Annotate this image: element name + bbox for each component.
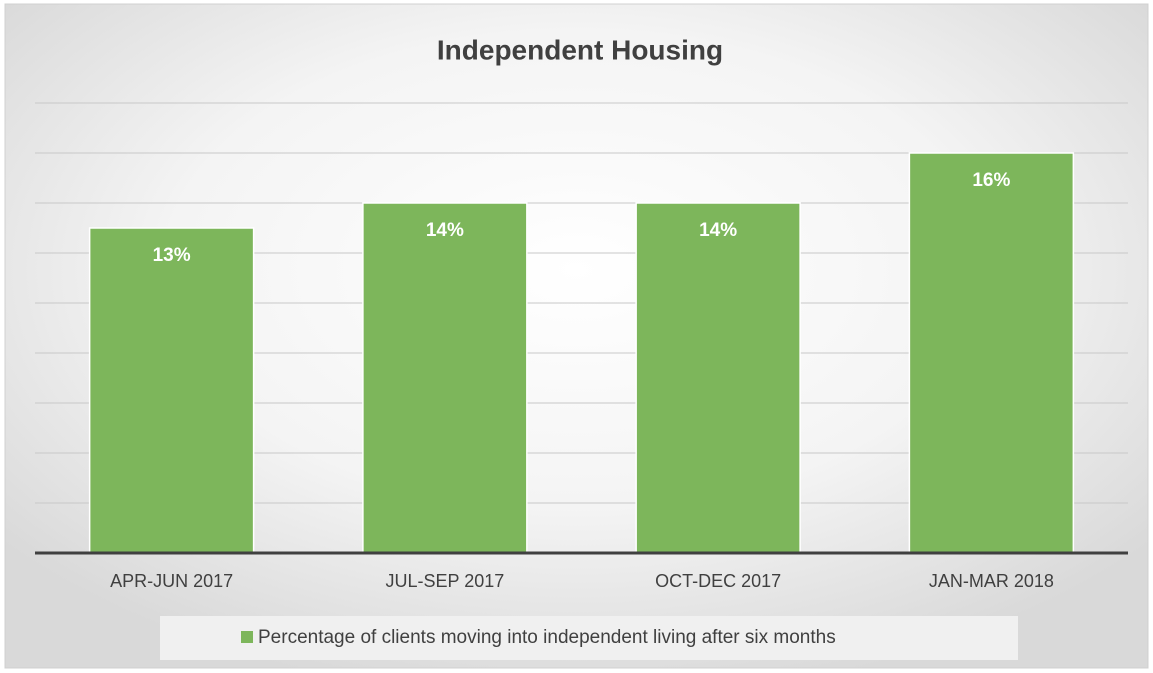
- data-label: 16%: [972, 170, 1010, 191]
- x-tick-label: JUL-SEP 2017: [386, 571, 505, 591]
- x-tick-label: OCT-DEC 2017: [655, 571, 781, 591]
- bar: [635, 202, 801, 554]
- chart-title: Independent Housing: [437, 34, 723, 65]
- bar: [362, 202, 528, 554]
- legend-label: Percentage of clients moving into indepe…: [258, 627, 836, 648]
- x-tick-label: APR-JUN 2017: [110, 571, 233, 591]
- x-tick-label: JAN-MAR 2018: [929, 571, 1054, 591]
- legend-swatch: [241, 631, 253, 643]
- bar: [908, 152, 1075, 554]
- data-label: 13%: [153, 245, 191, 266]
- legend-box: [160, 616, 1018, 660]
- data-label: 14%: [699, 220, 737, 241]
- data-label: 14%: [426, 220, 464, 241]
- bar: [88, 227, 255, 554]
